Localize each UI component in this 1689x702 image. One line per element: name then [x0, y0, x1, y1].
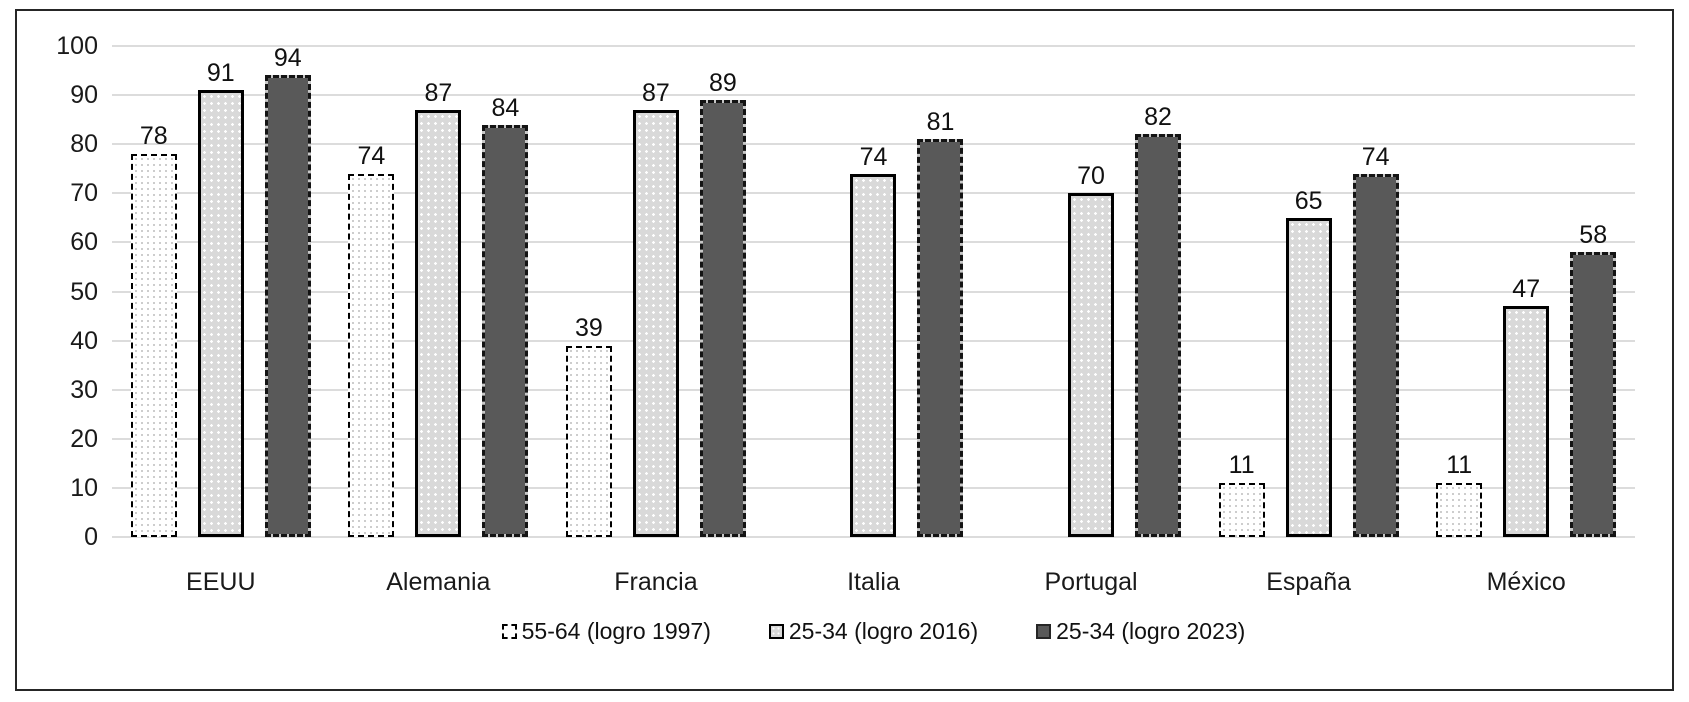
bar: 74: [348, 142, 395, 537]
value-label: 82: [1144, 103, 1172, 132]
y-tick-label: 90: [70, 81, 98, 110]
bar: 70: [1068, 162, 1115, 537]
bar-group: 39 87 89: [547, 46, 765, 537]
legend-swatch-icon: [501, 624, 517, 639]
bar-group: 11 65 74: [1200, 46, 1418, 537]
x-category-label: EEUU: [186, 568, 256, 596]
x-category-label: Portugal: [1044, 568, 1138, 596]
bar: 58: [1570, 221, 1617, 537]
bar: 87: [632, 79, 679, 537]
bar-group: 70 82: [982, 46, 1200, 537]
bar-group: 78 91 94: [112, 44, 330, 537]
bar: 84: [482, 94, 529, 537]
y-tick-label: 50: [70, 277, 98, 306]
bar: 39: [565, 314, 612, 537]
y-tick-label: 0: [84, 523, 98, 551]
bar-group: 74 81: [765, 46, 983, 537]
value-label: 11: [1228, 451, 1255, 479]
y-tick-label: 100: [56, 32, 98, 60]
y-tick-label: 20: [70, 424, 98, 453]
gridline: [112, 536, 1635, 538]
value-label: 58: [1579, 221, 1608, 250]
bar: 47: [1503, 275, 1550, 537]
value-label: 89: [709, 69, 737, 98]
x-category-label: Francia: [614, 568, 698, 596]
bar-fill: [920, 142, 961, 534]
y-tick-label: 40: [70, 326, 98, 355]
value-label: 11: [1446, 451, 1473, 479]
x-category-label: Alemania: [386, 568, 491, 596]
legend-item: 55-64 (logro 1997): [501, 618, 711, 645]
legend-label: 55-64 (logro 1997): [521, 618, 711, 644]
bar: 91: [197, 59, 244, 537]
legend: 55-64 (logro 1997) 25-34 (logro 2016) 25-3…: [112, 618, 1635, 645]
gridline: [112, 45, 1635, 47]
value-label: 87: [424, 78, 453, 107]
x-category-label: España: [1266, 568, 1352, 596]
value-label: 70: [1077, 162, 1105, 191]
legend-item: 25-34 (logro 2016): [768, 618, 979, 645]
y-tick-label: 60: [70, 228, 98, 257]
y-tick-label: 30: [70, 375, 98, 404]
bar: 74: [850, 143, 897, 537]
x-category-label: México: [1486, 568, 1566, 596]
value-label: 39: [575, 313, 603, 342]
bar-fill: [1573, 255, 1614, 534]
value-label: 74: [357, 141, 386, 170]
bar-group: 74 87 84: [330, 46, 548, 537]
legend-swatch-icon: [1036, 624, 1052, 639]
bar: 11: [1218, 451, 1265, 537]
bar: 94: [264, 44, 311, 537]
x-category-label: Italia: [847, 568, 900, 596]
value-label: 74: [1361, 142, 1390, 171]
bar: 89: [699, 69, 746, 537]
legend-swatch-icon: [768, 624, 784, 639]
legend-label: 25-34 (logro 2023): [1056, 618, 1246, 644]
bar-group: 11 47 58: [1417, 46, 1635, 537]
value-label: 47: [1512, 275, 1541, 304]
value-label: 78: [139, 122, 168, 151]
bar: 87: [415, 79, 462, 537]
y-tick-label: 10: [70, 473, 98, 502]
value-label: 91: [206, 59, 235, 88]
value-label: 74: [859, 142, 888, 171]
bar: 82: [1135, 103, 1182, 537]
value-label: 87: [642, 78, 670, 107]
legend-item: 25-34 (logro 2023): [1036, 618, 1245, 645]
value-label: 84: [491, 93, 520, 122]
gridline: [112, 143, 1635, 146]
bar-fill: [1355, 176, 1396, 534]
y-tick-label: 80: [70, 130, 98, 159]
bar-fill: [1138, 137, 1179, 534]
bar: 81: [917, 108, 964, 537]
bar-fill: [702, 103, 743, 534]
value-label: 94: [273, 44, 302, 73]
bar: 74: [1352, 143, 1399, 537]
legend-label: 25-34 (logro 2016): [788, 618, 979, 644]
bar: 78: [130, 122, 177, 537]
value-label: 65: [1294, 186, 1323, 215]
y-tick-label: 70: [70, 179, 98, 208]
plot-area: 78 91 94 74 87 84 39 87 89 74 81 70 82 11 65 74 11 47 58: [112, 44, 1635, 538]
bar: 65: [1285, 187, 1332, 537]
bar: 11: [1436, 451, 1483, 537]
gridline: [112, 94, 1635, 97]
bar-fill: [267, 78, 308, 534]
value-label: 81: [926, 108, 955, 137]
bar-fill: [485, 127, 526, 534]
